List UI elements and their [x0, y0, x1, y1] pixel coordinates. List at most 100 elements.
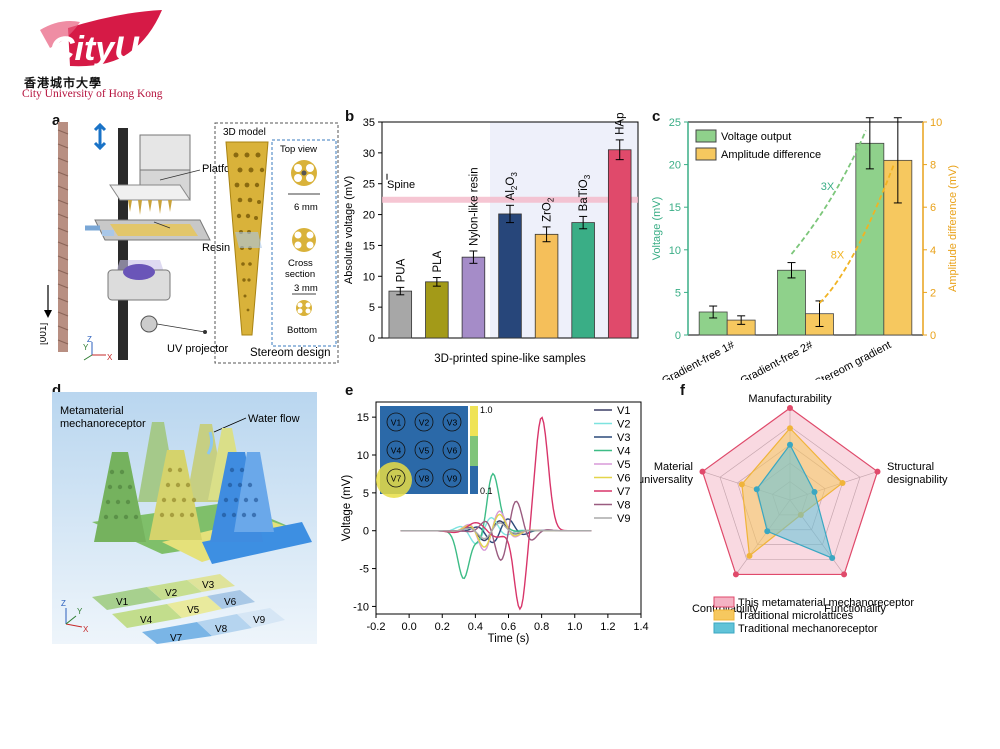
bottom-label: Bottom	[287, 325, 317, 336]
legend-swatch	[695, 147, 717, 161]
inset-cell-label: V8	[419, 474, 430, 484]
axis-triad-a: Z Y X	[83, 335, 113, 362]
y-tick-label: 20	[363, 210, 375, 222]
radar-axis-label-line: Material	[654, 461, 693, 473]
label-part: ZrO	[542, 202, 554, 222]
label-sub: 3	[510, 172, 519, 177]
colorbar-min: 0.1	[480, 486, 493, 496]
inset-cell	[386, 440, 406, 460]
bar-voltage-output	[855, 142, 885, 336]
metamaterial-title: Metamaterial mechanoreceptor	[60, 405, 146, 430]
y-tick-right-label: 2	[930, 287, 936, 299]
legend-label: V2	[617, 419, 630, 431]
cones	[94, 422, 274, 542]
radar-axis-label-line: Manufacturability	[748, 393, 832, 405]
bar-label: Al2O3	[505, 172, 519, 201]
radar-point	[874, 468, 881, 475]
radar-axis-label: Controllability	[692, 603, 759, 615]
x-tick-label: 1.0	[567, 621, 582, 633]
y-tick-left-label: 5	[675, 287, 681, 299]
y-tick-label: 10	[363, 271, 375, 283]
panel-b-label: b	[345, 108, 355, 125]
legend-label: V5	[617, 459, 630, 471]
inset-cell-label: V2	[419, 418, 430, 428]
legend-swatch	[713, 596, 735, 608]
y-tick-label: 15	[357, 412, 369, 424]
cell-v7-label: V7	[170, 633, 183, 644]
radar-point	[738, 481, 745, 488]
panel-c-label: c	[652, 108, 661, 125]
panel-a-illustration: [001] Platform Resin UV projector Z Y X …	[40, 122, 339, 364]
stereom-design-box	[214, 122, 339, 364]
callout-resin: Resin	[202, 242, 230, 254]
radar-point	[787, 425, 793, 432]
cell-v4-label: V4	[140, 615, 153, 626]
label-part: Al	[505, 190, 517, 200]
panel-d-label: d	[52, 382, 62, 399]
d-axis-x: X	[83, 625, 89, 634]
cell-v1-label: V1	[116, 597, 129, 608]
y-tick-right-label: 8	[930, 160, 936, 172]
label-sub: 2	[547, 197, 556, 202]
grid-floor	[92, 574, 285, 644]
y-axis-label: Absolute voltage (mV)	[343, 176, 355, 284]
radar-point	[753, 486, 760, 493]
y-tick-left-label: 20	[669, 160, 681, 172]
radar-point	[764, 528, 771, 535]
inset-cell	[442, 412, 462, 432]
spine-rod	[57, 122, 69, 352]
title-line-1: Metamaterial	[60, 405, 124, 417]
axis-y-label: Y	[83, 343, 89, 352]
radar-point	[699, 468, 706, 475]
panel-e-chart: -0.2 0.0 0.2 0.4 0.6 0.8 1.0 1.2 1.4 -10 -5 0 5 10 15 V…	[341, 401, 649, 645]
legend-label: V7	[617, 486, 630, 498]
legend-label: This metamaterial mechanoreceptor	[738, 597, 914, 609]
printer	[85, 122, 211, 360]
inset-cell-label: V6	[447, 446, 458, 456]
radar-axis-label: Manufacturability	[748, 393, 832, 405]
axis-001-label: [001]	[40, 323, 49, 345]
x-tick-label: 0.4	[468, 621, 483, 633]
inset-cell	[414, 412, 434, 432]
cone-model	[225, 141, 269, 336]
growth-arrow-8x	[818, 164, 895, 304]
radar-series-2	[756, 443, 834, 560]
trace-v9	[400, 522, 592, 540]
cell-v3-label: V3	[202, 580, 215, 591]
panel-f-label: f	[680, 382, 685, 399]
stereom-design-label: Stereom design	[250, 347, 331, 359]
y-tick-label: -10	[353, 601, 369, 613]
bar-label: Nylon-like resin	[468, 167, 480, 246]
cell-v6-label: V6	[224, 597, 237, 608]
radar-point	[811, 489, 818, 496]
y-tick-left-label: 25	[669, 117, 681, 129]
top-view-icon	[291, 160, 317, 186]
legend-swatch	[713, 609, 735, 621]
y-tick-right-label: 0	[930, 330, 936, 342]
legend-label: V6	[617, 473, 630, 485]
y-tick-label: 35	[363, 117, 375, 129]
y-tick-right-label: 4	[930, 245, 936, 257]
x-tick-label: Gradient-free 1#	[660, 339, 737, 380]
bar-label: ZrO2	[542, 197, 556, 222]
inset-cell	[386, 468, 406, 488]
radar-point	[841, 571, 848, 578]
radar-axis-label-line: Structural	[887, 461, 934, 473]
axis-triad-d: Z Y X	[61, 599, 89, 634]
inset-colorbar-bottom	[470, 466, 478, 494]
radar-axis-label-line: universality	[640, 474, 693, 486]
x-tick-label: 0.6	[501, 621, 516, 633]
y-tick-label: 5	[363, 488, 369, 500]
inset-colorbar	[470, 406, 478, 494]
inset-cell	[414, 440, 434, 460]
logo-chinese: 香港城市大學	[24, 76, 103, 90]
radar-axis-label-line: Functionality	[824, 603, 886, 615]
y-tick-label: 5	[369, 302, 375, 314]
x-axis-label: Time (s)	[488, 633, 530, 645]
radar-point	[746, 552, 753, 559]
label-part: BaTiO	[578, 179, 590, 211]
y-axis-right-label: Amplitude difference (mV)	[947, 165, 959, 292]
x-tick-label: Stereom gradient	[813, 339, 893, 380]
six-mm-label: 6 mm	[294, 202, 318, 213]
y-tick-left-label: 0	[675, 330, 681, 342]
